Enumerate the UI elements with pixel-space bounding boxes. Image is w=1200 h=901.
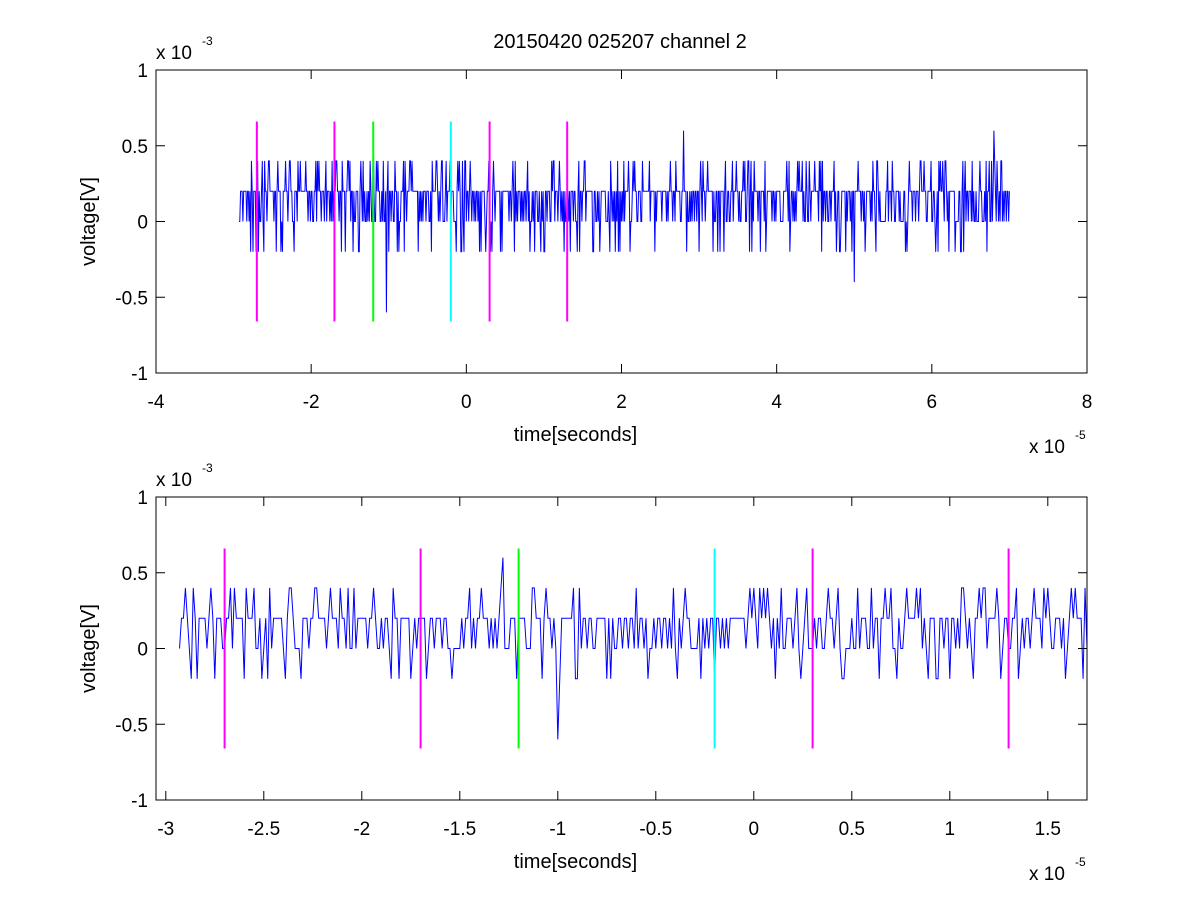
y-tick: 1 (137, 488, 1087, 509)
y-tick-label: 1 (137, 488, 148, 509)
y-tick-label: -1 (131, 364, 148, 385)
y-tick-label: 0.5 (122, 564, 148, 585)
y-tick-label: -0.5 (115, 288, 148, 309)
y-tick: -0.5 (115, 288, 1087, 309)
figure-title: 20150420 025207 channel 2 (493, 31, 747, 53)
svg-text:x 10: x 10 (1029, 864, 1065, 885)
x-exponent-label: x 10 -5 (1029, 855, 1086, 885)
voltage-trace (179, 557, 1088, 740)
x-axis-label: time[seconds] (514, 424, 637, 446)
x-tick-label: 6 (927, 392, 938, 413)
x-tick: -1.5 (443, 497, 476, 840)
y-tick: -0.5 (115, 715, 1087, 736)
subplot-top: -4 -2 0 2 4 6 8 -1 -0.5 0 0.5 1 time[seconds] volt… (78, 34, 1092, 458)
y-tick: 0 (137, 640, 1087, 661)
trace-layer (239, 130, 1010, 313)
x-tick: -4 (148, 70, 165, 413)
svg-text:-3: -3 (202, 34, 213, 48)
x-tick: -2 (303, 70, 320, 413)
x-tick: 0 (461, 70, 472, 413)
svg-text:-3: -3 (202, 461, 213, 475)
x-tick: 2 (616, 70, 627, 413)
x-tick-label: -0.5 (639, 819, 672, 840)
x-tick-label: 4 (771, 392, 782, 413)
x-tick-label: 8 (1082, 392, 1093, 413)
y-tick-label: -1 (131, 791, 148, 812)
svg-text:x 10: x 10 (1029, 437, 1065, 458)
x-tick: 6 (927, 70, 938, 413)
x-tick-label: -4 (148, 392, 165, 413)
y-tick-label: 1 (137, 61, 148, 82)
y-tick: 0.5 (122, 137, 1087, 158)
x-ticks: -3 -2.5 -2 -1.5 -1 -0.5 0 0.5 1 1.5 (157, 497, 1061, 840)
x-tick: -1 (549, 497, 566, 840)
x-tick: 1.5 (1035, 497, 1061, 840)
x-tick-label: -2 (303, 392, 320, 413)
x-tick-label: 2 (616, 392, 627, 413)
x-axis-label: time[seconds] (514, 851, 637, 873)
y-tick: -1 (131, 364, 1087, 385)
x-tick-label: 0 (749, 819, 760, 840)
y-tick-label: 0.5 (122, 137, 148, 158)
trace-layer (179, 557, 1088, 740)
x-tick: -2 (353, 497, 370, 840)
y-tick-label: 0 (137, 213, 148, 234)
svg-text:-5: -5 (1075, 428, 1086, 442)
x-tick: 4 (771, 70, 782, 413)
svg-text:-5: -5 (1075, 855, 1086, 869)
svg-text:x 10: x 10 (156, 470, 192, 491)
subplot-bottom: -3 -2.5 -2 -1.5 -1 -0.5 0 0.5 1 1.5 -1 -0.5 0 0.5 1 t… (78, 461, 1088, 885)
x-tick-label: -2 (353, 819, 370, 840)
x-exponent-label: x 10 -5 (1029, 428, 1086, 458)
voltage-trace (239, 130, 1010, 313)
x-tick-label: 0 (461, 392, 472, 413)
y-ticks: -1 -0.5 0 0.5 1 (115, 61, 1087, 385)
x-tick: -0.5 (639, 497, 672, 840)
x-tick: -2.5 (247, 497, 280, 840)
x-tick-label: -1.5 (443, 819, 476, 840)
x-tick: 8 (1082, 70, 1093, 413)
x-tick-label: 0.5 (839, 819, 865, 840)
y-tick: -1 (131, 791, 1087, 812)
x-ticks: -4 -2 0 2 4 6 8 (148, 70, 1093, 413)
y-exponent-label: x 10 -3 (156, 34, 213, 64)
x-tick-label: -2.5 (247, 819, 280, 840)
x-tick: -3 (157, 497, 174, 840)
y-axis-label: voltage[V] (78, 177, 100, 266)
x-tick-label: 1.5 (1035, 819, 1061, 840)
x-tick: 0 (749, 497, 760, 840)
y-tick: 0 (137, 213, 1087, 234)
y-ticks: -1 -0.5 0 0.5 1 (115, 488, 1087, 812)
marker-layer (223, 548, 1010, 749)
x-tick-label: -1 (549, 819, 566, 840)
marker-layer (255, 121, 569, 322)
x-tick: 0.5 (839, 497, 865, 840)
x-tick-label: 1 (945, 819, 956, 840)
x-tick-label: -3 (157, 819, 174, 840)
y-tick: 0.5 (122, 564, 1087, 585)
y-tick: 1 (137, 61, 1087, 82)
y-tick-label: -0.5 (115, 715, 148, 736)
svg-text:x 10: x 10 (156, 43, 192, 64)
y-axis-label: voltage[V] (78, 604, 100, 693)
y-exponent-label: x 10 -3 (156, 461, 213, 491)
x-tick: 1 (945, 497, 956, 840)
y-tick-label: 0 (137, 640, 148, 661)
